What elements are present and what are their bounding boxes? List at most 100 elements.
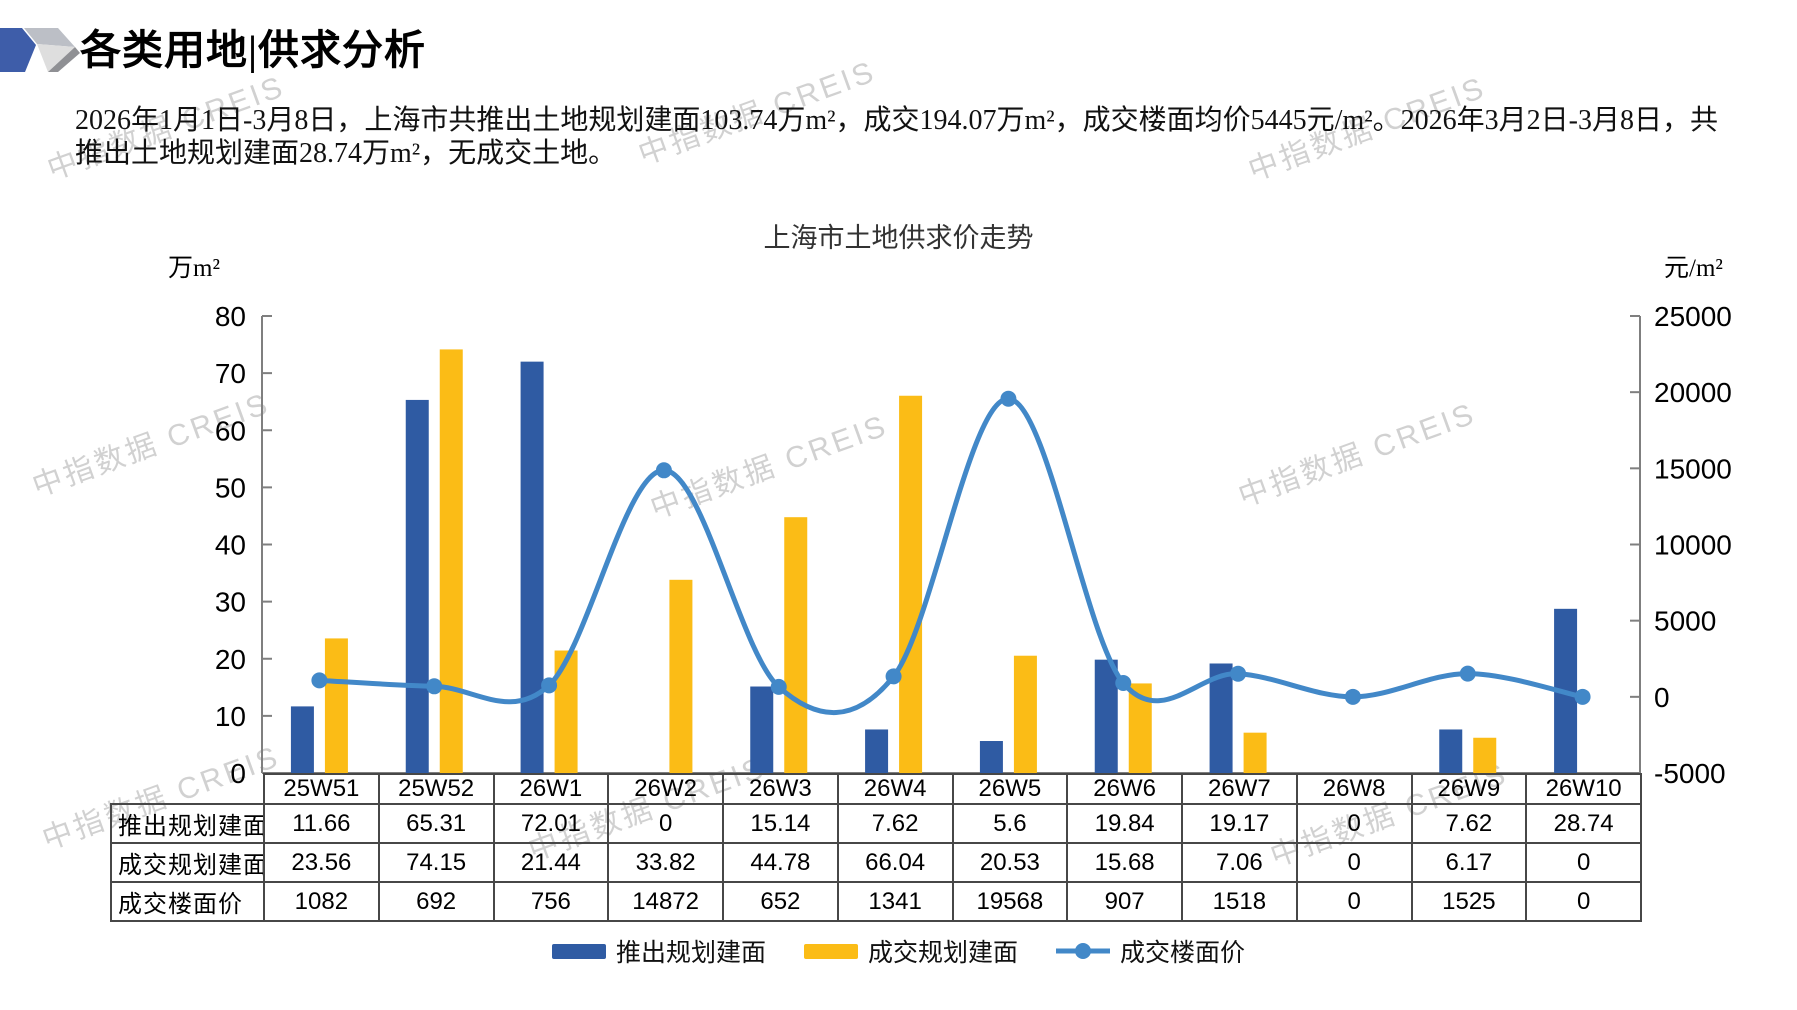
left-axis-unit: 万m² (168, 255, 220, 282)
pushed-area-bar-26W5 (979, 741, 1003, 773)
pushed-area-bar-26W4 (865, 729, 889, 773)
floor-price-marker-26W1 (541, 677, 558, 694)
table-column-header-26W2: 26W2 (607, 773, 724, 805)
sold-area-bar-26W9 (1473, 737, 1497, 773)
right-axis-tick-label: 10000 (1654, 530, 1732, 561)
left-axis-tick-label: 30 (215, 587, 246, 618)
table-cell-sold-area-26W1: 21.44 (492, 842, 610, 883)
legend-item-pushed-area[interactable]: 推出规划建面 (551, 933, 766, 969)
table-cell-floor-price-26W3: 652 (722, 881, 839, 922)
pushed-area-bar-25W51 (290, 706, 314, 773)
table-row-sold-area: 成交规划建面 23.56 74.15 21.44 33.82 44.78 66.04 20.5… (110, 842, 1642, 883)
table-cell-floor-price-26W5: 19568 (951, 881, 1069, 922)
table-cell-pushed-area-26W7: 19.17 (1181, 803, 1298, 844)
table-cell-pushed-area-26W10: 28.74 (1525, 803, 1642, 844)
floor-price-marker-26W9 (1459, 665, 1476, 682)
pushed-area-bar-26W9 (1439, 729, 1463, 773)
left-axis-tick-label: 80 (215, 301, 246, 332)
sold-area-bar-26W6 (1128, 683, 1152, 773)
floor-price-legend-line-icon (1056, 943, 1110, 959)
right-axis-tick-label: 20000 (1654, 377, 1732, 408)
table-corner-cell (111, 774, 264, 804)
table-cell-sold-area-26W3: 44.78 (722, 842, 839, 883)
chart-legend: 推出规划建面 成交规划建面 成交楼面价 (0, 933, 1797, 969)
table-cell-pushed-area-26W8: 0 (1295, 803, 1413, 844)
table-row-label: 推出规划建面 (110, 803, 265, 844)
legend-item-sold-area[interactable]: 成交规划建面 (803, 933, 1018, 969)
floor-price-marker-25W51 (311, 672, 328, 689)
table-cell-floor-price-26W2: 14872 (607, 881, 724, 922)
table-cell-floor-price-26W7: 1518 (1181, 881, 1298, 922)
table-row-pushed-area: 推出规划建面 11.66 65.31 72.01 0 15.14 7.62 5.6 19.84 1… (110, 803, 1642, 844)
legend-label: 成交楼面价 (1120, 940, 1246, 967)
table-cell-pushed-area-26W4: 7.62 (836, 803, 954, 844)
table-cell-pushed-area-26W3: 15.14 (722, 803, 839, 844)
left-axis-tick-label: 40 (215, 530, 246, 561)
table-row-label: 成交楼面价 (110, 881, 265, 922)
sold-area-bar-25W52 (439, 349, 463, 773)
table-cell-floor-price-26W4: 1341 (836, 881, 954, 922)
pushed-area-bar-25W52 (405, 399, 429, 773)
sold-area-legend-swatch-icon (803, 943, 858, 959)
table-cell-sold-area-26W4: 66.04 (836, 842, 954, 883)
page-title: 各类用地|供求分析 (80, 27, 427, 73)
left-axis-tick-label: 70 (215, 358, 246, 389)
right-axis-tick-label: 0 (1654, 682, 1670, 713)
table-cell-floor-price-26W6: 907 (1066, 881, 1183, 922)
table-row-label: 成交规划建面 (110, 842, 265, 883)
left-axis-tick-label: 10 (215, 701, 246, 732)
table-cell-sold-area-26W6: 15.68 (1066, 842, 1183, 883)
table-cell-floor-price-25W51: 1082 (263, 881, 380, 922)
table-cell-floor-price-26W8: 0 (1295, 881, 1413, 922)
table-column-header-26W1: 26W1 (492, 773, 610, 805)
sold-area-bar-26W3 (784, 517, 808, 773)
legend-label: 推出规划建面 (615, 940, 766, 967)
right-axis-tick-label: -5000 (1654, 758, 1726, 789)
table-cell-sold-area-26W5: 20.53 (951, 842, 1069, 883)
left-axis-tick-label: 50 (215, 472, 246, 503)
floor-price-marker-26W7 (1230, 665, 1247, 682)
table-cell-sold-area-26W8: 0 (1295, 842, 1413, 883)
floor-price-marker-25W52 (426, 678, 443, 695)
floor-price-marker-26W3 (770, 678, 787, 695)
legend-item-floor-price[interactable]: 成交楼面价 (1056, 933, 1245, 969)
table-cell-sold-area-25W52: 74.15 (377, 842, 495, 883)
table-column-header-26W8: 26W8 (1295, 773, 1413, 805)
legend-label: 成交规划建面 (867, 940, 1018, 967)
pushed-area-legend-swatch-icon (551, 943, 606, 959)
table-column-header-26W9: 26W9 (1410, 773, 1528, 805)
chart-title: 上海市土地供求价走势 (763, 223, 1034, 253)
sold-area-bar-26W2 (669, 579, 693, 773)
table-cell-pushed-area-26W5: 5.6 (951, 803, 1069, 844)
right-axis-tick-label: 25000 (1654, 301, 1732, 332)
creis-logo-icon (0, 28, 80, 72)
floor-price-marker-26W4 (885, 668, 902, 685)
table-cell-floor-price-26W10: 0 (1525, 881, 1642, 922)
pushed-area-bar-26W6 (1094, 659, 1118, 773)
table-cell-floor-price-26W1: 756 (492, 881, 610, 922)
table-column-header-26W5: 26W5 (951, 773, 1069, 805)
sold-area-bar-25W51 (324, 638, 348, 773)
sold-area-bar-26W7 (1243, 732, 1267, 773)
table-cell-floor-price-26W9: 1525 (1410, 881, 1528, 922)
table-column-header-25W52: 25W52 (377, 773, 495, 805)
table-column-header-26W6: 26W6 (1066, 773, 1183, 805)
floor-price-marker-26W8 (1344, 688, 1361, 705)
table-column-header-26W7: 26W7 (1181, 773, 1298, 805)
summary-line-2: 推出土地规划建面28.74万m²，无成交土地。 (75, 138, 617, 169)
right-axis-tick-label: 5000 (1654, 606, 1716, 637)
table-cell-sold-area-26W9: 6.17 (1410, 842, 1528, 883)
floor-price-marker-26W6 (1115, 675, 1132, 692)
table-column-header-26W3: 26W3 (722, 773, 839, 805)
sold-area-bar-26W5 (1013, 655, 1037, 773)
summary-paragraph: 2026年1月1日-3月8日，上海市共推出土地规划建面103.74万m²，成交1… (75, 104, 1743, 170)
table-cell-sold-area-26W10: 0 (1525, 842, 1642, 883)
table-cell-sold-area-25W51: 23.56 (263, 842, 380, 883)
pushed-area-bar-26W7 (1209, 663, 1233, 773)
table-cell-sold-area-26W2: 33.82 (607, 842, 724, 883)
table-row-floor-price: 成交楼面价 1082 692 756 14872 652 1341 19568 907 1518 0… (110, 881, 1642, 922)
floor-price-line (316, 396, 1586, 716)
table-cell-pushed-area-26W1: 72.01 (492, 803, 610, 844)
